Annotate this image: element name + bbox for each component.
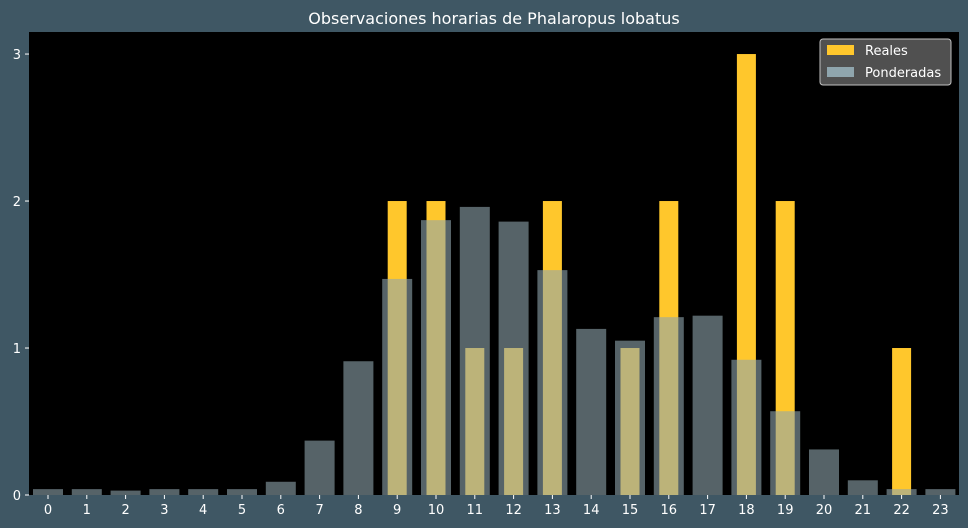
x-tick-label: 22: [893, 503, 910, 518]
bar-ponderadas-19: [770, 411, 801, 495]
x-tick-label: 3: [160, 503, 168, 518]
bar-ponderadas-20: [809, 449, 839, 495]
x-tick-label: 4: [199, 503, 207, 518]
x-tick-label: 13: [544, 503, 561, 518]
x-tick-label: 18: [738, 503, 755, 518]
bar-ponderadas-5: [227, 489, 257, 495]
bar-ponderadas-12: [498, 221, 529, 495]
bar-ponderadas-15: [615, 340, 645, 495]
x-tick-label: 1: [83, 503, 91, 518]
chart-title: Observaciones horarias de Phalaropus lob…: [308, 9, 679, 28]
bar-ponderadas-23: [925, 489, 956, 495]
x-tick-label: 10: [428, 503, 445, 518]
legend-label-reales: Reales: [865, 44, 908, 59]
x-axis: 0 1 2 3 4 5 6 7 8 9 10 11 12 13 14 15 16 17 18 19 20 21 22 23: [44, 495, 949, 518]
x-tick-label: 20: [816, 503, 833, 518]
bar-ponderadas-11: [459, 206, 490, 495]
legend-swatch-reales: [827, 45, 854, 55]
y-tick-label: 0: [13, 489, 21, 504]
bar-ponderadas-14: [576, 328, 607, 495]
bar-ponderadas-21: [847, 480, 878, 495]
bar-ponderadas-22: [886, 489, 917, 495]
x-tick-label: 15: [622, 503, 639, 518]
y-tick-label: 1: [13, 342, 21, 357]
bar-ponderadas-13: [537, 270, 568, 495]
x-tick-label: 6: [277, 503, 285, 518]
series-ponderadas: [33, 206, 956, 495]
x-tick-label: 12: [505, 503, 522, 518]
bar-ponderadas-6: [265, 481, 296, 495]
legend-swatch-ponderadas: [827, 67, 854, 77]
bar-ponderadas-0: [33, 489, 63, 495]
bar-ponderadas-10: [421, 220, 451, 495]
y-axis: 0 1 2 3: [13, 48, 29, 504]
bar-reales-22: [892, 348, 912, 495]
x-tick-label: 8: [354, 503, 362, 518]
x-tick-label: 21: [855, 503, 872, 518]
x-tick-label: 11: [467, 503, 484, 518]
y-tick-label: 2: [13, 195, 21, 210]
x-tick-label: 0: [44, 503, 52, 518]
bar-ponderadas-9: [382, 278, 413, 495]
bar-ponderadas-8: [343, 361, 374, 495]
x-tick-label: 5: [238, 503, 246, 518]
x-tick-label: 9: [393, 503, 401, 518]
bar-ponderadas-3: [149, 489, 180, 495]
legend-label-ponderadas: Ponderadas: [865, 66, 941, 81]
bar-ponderadas-7: [304, 440, 335, 495]
x-tick-label: 7: [315, 503, 323, 518]
bar-ponderadas-17: [692, 315, 723, 495]
y-tick-label: 3: [13, 48, 21, 63]
bar-ponderadas-16: [653, 317, 684, 495]
legend: Reales Ponderadas: [819, 38, 952, 86]
bar-ponderadas-4: [188, 489, 219, 495]
bar-ponderadas-2: [110, 490, 141, 495]
bar-ponderadas-1: [71, 489, 102, 495]
x-tick-label: 19: [777, 503, 794, 518]
bar-ponderadas-18: [731, 359, 762, 495]
x-tick-label: 2: [121, 503, 129, 518]
x-tick-label: 17: [699, 503, 716, 518]
x-tick-label: 14: [583, 503, 600, 518]
x-tick-label: 23: [932, 503, 949, 518]
plot-area: [29, 32, 959, 495]
x-tick-label: 16: [661, 503, 678, 518]
